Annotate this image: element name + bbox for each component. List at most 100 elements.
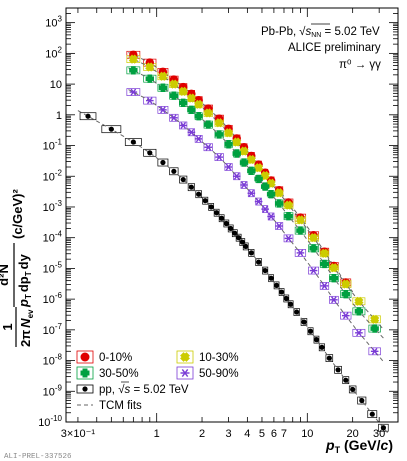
legend-item-c1030: 10-30% — [176, 350, 239, 364]
sys-box — [378, 423, 389, 432]
data-point — [288, 301, 294, 307]
sys-box — [357, 396, 367, 405]
data-point — [228, 225, 234, 232]
sys-box — [368, 347, 381, 356]
data-series — [85, 50, 387, 431]
annotation-collab: ALICE preliminary — [288, 42, 381, 54]
data-point — [239, 239, 245, 245]
x-tick-label: 3 — [225, 428, 231, 440]
y-tick-label: 10-3 — [43, 199, 63, 214]
data-point — [145, 74, 154, 83]
tcm-fit-c5090 — [128, 89, 384, 362]
sys-box — [169, 167, 179, 176]
data-point — [275, 222, 283, 230]
data-point — [301, 319, 307, 325]
data-point — [243, 243, 249, 250]
data-point — [158, 83, 168, 92]
sys-box — [293, 308, 300, 316]
data-point — [160, 159, 166, 166]
data-point — [202, 198, 208, 204]
data-point — [169, 79, 179, 89]
sys-box — [143, 96, 157, 105]
watermark: ALI-PREL-337526 — [4, 453, 72, 461]
sys-box — [143, 148, 157, 157]
data-point — [267, 213, 275, 220]
data-point — [359, 397, 365, 404]
y-tick-label: 10-1 — [43, 138, 63, 153]
sys-box — [318, 343, 325, 352]
data-point — [145, 97, 154, 105]
star-d2 — [233, 172, 240, 180]
star-d2 — [181, 368, 189, 378]
y-tick-label: 10-9 — [43, 383, 63, 398]
data-point — [296, 226, 305, 235]
sys-box — [334, 365, 342, 374]
xcross-shape — [295, 215, 306, 225]
data-point — [319, 344, 325, 350]
xcross-shape — [169, 79, 179, 89]
sys-box — [342, 376, 350, 385]
data-point — [261, 205, 269, 213]
star-d2 — [130, 88, 137, 96]
sys-box — [195, 190, 202, 199]
sys-box — [319, 282, 330, 290]
star-d2 — [146, 97, 153, 105]
xcross-shape — [319, 248, 330, 258]
star-d2 — [342, 312, 349, 320]
data-point — [224, 140, 233, 149]
sys-box — [340, 311, 352, 320]
data-point — [215, 153, 223, 161]
data-point — [283, 200, 294, 210]
data-point — [204, 143, 213, 151]
xcross-shape — [370, 314, 380, 324]
xcross-shape — [178, 86, 188, 96]
plot-frame — [65, 7, 399, 423]
star-d2 — [205, 143, 212, 151]
data-point — [147, 150, 153, 156]
data-point — [186, 93, 197, 103]
y-tick-label: 10-2 — [43, 168, 63, 183]
data-point — [232, 172, 241, 180]
x-tick-label: 5 — [259, 428, 265, 440]
legend-label: 50-90% — [199, 368, 239, 380]
x-tick-label: 2 — [199, 428, 205, 440]
star-d2 — [330, 296, 337, 304]
star-d2 — [216, 153, 223, 161]
data-point — [158, 71, 168, 81]
data-point — [219, 215, 225, 221]
data-point — [354, 296, 364, 306]
xcross-shape — [341, 279, 351, 289]
y-tick-label: 102 — [45, 45, 62, 60]
data-point — [295, 215, 306, 225]
data-point — [260, 170, 270, 181]
star-d2 — [255, 198, 262, 206]
data-point — [128, 54, 138, 64]
data-point — [85, 113, 91, 119]
data-point — [232, 149, 241, 158]
sys-box — [352, 328, 366, 337]
data-point — [247, 189, 256, 197]
sys-box — [157, 158, 169, 167]
legend-box — [76, 366, 94, 380]
sys-box — [283, 234, 294, 243]
star-d2 — [188, 128, 195, 136]
xcross-shape — [158, 71, 168, 81]
data-point — [246, 154, 256, 165]
data-point — [223, 220, 229, 227]
legend-marker — [80, 368, 90, 378]
y-tick-label: 1 — [56, 110, 62, 122]
data-point — [214, 130, 224, 139]
star-d2 — [262, 205, 269, 213]
legend-marker — [180, 368, 190, 378]
legend-label: pp, √s = 5.02 TeV — [99, 383, 189, 396]
data-point — [108, 126, 114, 132]
data-point — [223, 128, 234, 138]
data-point — [341, 279, 351, 289]
svg-text:2πNev: 2πNev — [18, 309, 35, 347]
data-point — [129, 66, 138, 75]
sys-box — [126, 88, 141, 96]
sys-box — [368, 315, 381, 324]
legend-item-c5090: 50-90% — [176, 366, 239, 380]
data-point — [341, 289, 350, 299]
